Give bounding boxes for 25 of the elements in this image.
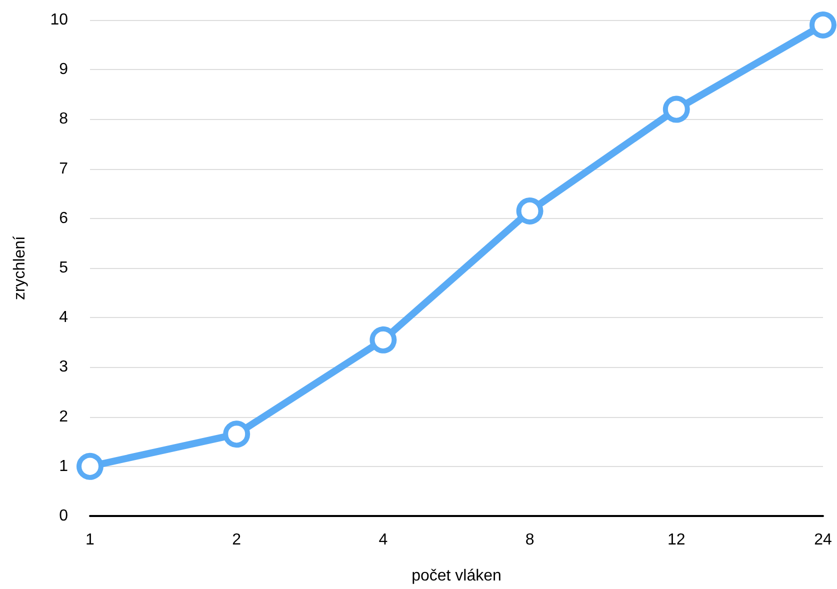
y-tick-label: 5 — [59, 260, 68, 276]
x-tick-label: 24 — [814, 532, 832, 548]
point — [662, 96, 690, 123]
x-tick-label: 4 — [378, 532, 388, 548]
x-tick-label: 8 — [525, 532, 534, 548]
y-tick-label: 1 — [59, 458, 68, 475]
y-tick-label: 0 — [59, 508, 68, 524]
y-tick-label: 3 — [59, 358, 68, 376]
y-tick-label: 7 — [59, 160, 68, 178]
point — [370, 326, 397, 354]
x-tick-label: 2 — [232, 532, 242, 548]
point — [810, 11, 836, 38]
y-tick-label: 2 — [59, 408, 68, 426]
x-tick-label: 12 — [668, 532, 686, 548]
y-tick-label: 4 — [59, 309, 68, 326]
y-tick-label: 9 — [59, 61, 68, 78]
point — [223, 420, 250, 448]
y-tick-label: 6 — [59, 210, 68, 227]
y-axis-title: zrychlení — [12, 235, 28, 300]
point — [76, 452, 104, 480]
y-tick-label: 10 — [50, 12, 68, 28]
y-tick-label: 8 — [59, 110, 68, 128]
x-tick-label: 1 — [86, 532, 95, 548]
x-axis-title: počet vláken — [412, 568, 502, 584]
point — [516, 197, 544, 224]
